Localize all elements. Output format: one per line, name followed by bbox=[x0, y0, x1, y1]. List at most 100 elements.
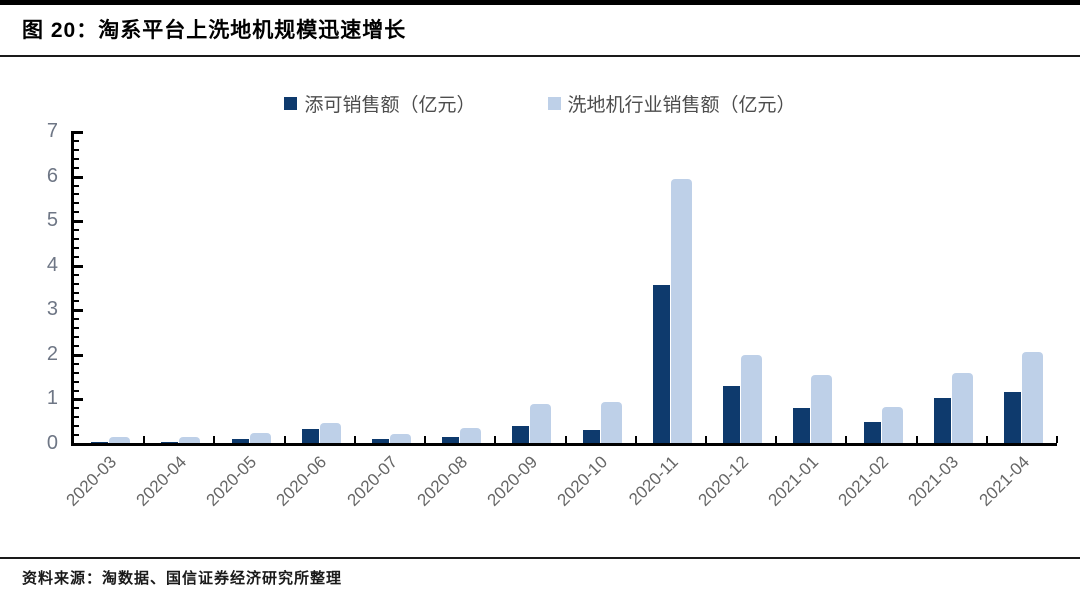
y-axis-minor-tick bbox=[74, 362, 79, 365]
x-axis-tick-label: 2020-03 bbox=[62, 452, 120, 510]
x-axis-tick bbox=[143, 436, 146, 443]
y-axis-major-tick bbox=[74, 264, 83, 268]
x-axis-tick bbox=[494, 436, 497, 443]
y-axis-minor-tick bbox=[74, 238, 79, 240]
x-axis-tick-label: 2020-07 bbox=[343, 452, 401, 510]
y-axis-minor-tick bbox=[74, 229, 79, 232]
x-axis-tick-label: 2020-08 bbox=[413, 452, 471, 510]
chart-legend: 添可销售额（亿元） 洗地机行业销售额（亿元） bbox=[0, 90, 1080, 116]
x-axis-tick bbox=[704, 436, 707, 443]
y-axis-tick-label: 3 bbox=[46, 298, 58, 321]
x-axis-tick bbox=[353, 436, 356, 443]
x-axis-tick-label: 2021-04 bbox=[975, 452, 1033, 510]
y-axis-major-tick bbox=[74, 309, 83, 313]
y-axis-minor-tick bbox=[74, 211, 79, 214]
bar-industry-sales bbox=[530, 403, 552, 443]
y-axis-minor-tick bbox=[74, 193, 79, 196]
y-axis-minor-tick bbox=[74, 255, 79, 258]
x-axis-tick-label: 2020-12 bbox=[694, 452, 752, 510]
bar-industry-sales bbox=[811, 375, 833, 443]
bar-chart-plot-area bbox=[71, 131, 1058, 446]
bar-tianke-sales bbox=[793, 408, 811, 443]
y-axis-minor-tick bbox=[74, 246, 79, 249]
bar-tianke-sales bbox=[442, 436, 460, 443]
y-axis-tick-label: 5 bbox=[46, 209, 58, 232]
bar-industry-sales bbox=[600, 402, 622, 443]
legend-item-industry: 洗地机行业销售额（亿元） bbox=[547, 90, 796, 117]
y-axis-minor-tick bbox=[74, 291, 79, 294]
y-axis-tick-label: 4 bbox=[46, 253, 58, 276]
bar-tianke-sales bbox=[582, 429, 600, 443]
y-axis-major-tick bbox=[74, 353, 83, 357]
bar-tianke-sales bbox=[161, 441, 179, 443]
x-axis-tick bbox=[775, 436, 778, 443]
y-axis-minor-tick bbox=[74, 318, 79, 321]
y-axis-minor-tick bbox=[74, 139, 79, 142]
y-axis-minor-tick bbox=[74, 371, 79, 374]
x-axis-tick-label: 2020-04 bbox=[132, 452, 191, 510]
y-axis-tick-label: 2 bbox=[46, 342, 58, 365]
x-axis-tick-label: 2020-11 bbox=[624, 452, 682, 509]
bar-industry-sales bbox=[179, 437, 201, 443]
x-axis-tick bbox=[985, 436, 988, 443]
bar-industry-sales bbox=[390, 434, 411, 443]
y-axis-minor-tick bbox=[74, 166, 79, 169]
title-divider-rule bbox=[0, 55, 1080, 57]
bar-industry-sales bbox=[1021, 351, 1043, 443]
bar-industry-sales bbox=[881, 406, 903, 443]
legend-label-industry: 洗地机行业销售额（亿元） bbox=[567, 94, 796, 116]
bar-industry-sales bbox=[249, 432, 271, 443]
x-axis-tick bbox=[424, 436, 427, 443]
industry-legend-swatch-icon bbox=[547, 96, 561, 110]
x-axis-tick-label: 2021-03 bbox=[904, 452, 963, 510]
y-axis-minor-tick bbox=[74, 389, 79, 392]
bar-tianke-sales bbox=[231, 438, 249, 443]
y-axis-minor-tick bbox=[74, 148, 79, 151]
bar-industry-sales bbox=[460, 428, 482, 443]
y-axis-minor-tick bbox=[74, 425, 79, 428]
y-axis-tick-label: 0 bbox=[46, 432, 58, 454]
bar-industry-sales bbox=[951, 372, 973, 443]
source-note: 资料来源：淘数据、国信证券经济研究所整理 bbox=[22, 570, 343, 587]
y-axis-minor-tick bbox=[74, 282, 79, 285]
x-axis-tick bbox=[915, 436, 918, 443]
bar-tianke-sales bbox=[512, 426, 530, 443]
y-axis-minor-tick bbox=[74, 407, 79, 410]
y-axis-minor-tick bbox=[74, 184, 79, 187]
x-axis-tick-label: 2020-06 bbox=[272, 452, 331, 510]
y-axis-minor-tick bbox=[74, 327, 79, 330]
x-axis-tick bbox=[1056, 436, 1058, 443]
y-axis-tick-label: 6 bbox=[46, 164, 58, 187]
y-axis-major-tick bbox=[74, 220, 83, 224]
x-axis-tick-label: 2020-09 bbox=[483, 452, 542, 510]
y-axis-minor-tick bbox=[74, 157, 79, 160]
y-axis-major-tick bbox=[74, 131, 83, 134]
tianke-legend-swatch-icon bbox=[284, 96, 298, 110]
y-axis-minor-tick bbox=[74, 336, 79, 338]
y-axis-minor-tick bbox=[74, 380, 79, 383]
y-axis-minor-tick bbox=[74, 273, 79, 276]
x-axis-tick bbox=[845, 436, 848, 443]
y-axis-tick-label: 7 bbox=[46, 120, 58, 142]
bar-industry-sales bbox=[741, 355, 762, 443]
legend-label-tianke: 添可销售额（亿元） bbox=[304, 94, 476, 116]
bar-industry-sales bbox=[109, 436, 131, 443]
bar-tianke-sales bbox=[863, 422, 881, 443]
x-axis-tick-label: 2020-05 bbox=[202, 452, 261, 510]
x-axis-tick-label: 2020-10 bbox=[553, 452, 612, 510]
bar-industry-sales bbox=[670, 179, 692, 443]
bar-tianke-sales bbox=[1003, 392, 1021, 443]
y-axis-major-tick bbox=[74, 398, 83, 402]
bar-tianke-sales bbox=[723, 385, 740, 443]
y-axis-minor-tick bbox=[74, 416, 79, 419]
bar-tianke-sales bbox=[933, 397, 951, 443]
bar-tianke-sales bbox=[652, 284, 670, 443]
y-axis-minor-tick bbox=[74, 202, 79, 205]
legend-item-tianke: 添可销售额（亿元） bbox=[284, 90, 476, 117]
bar-tianke-sales bbox=[301, 429, 319, 443]
source-divider-rule bbox=[0, 557, 1080, 559]
figure-title: 图 20：淘系平台上洗地机规模迅速增长 bbox=[22, 19, 407, 42]
y-axis-minor-tick bbox=[74, 434, 79, 437]
x-axis-tick bbox=[213, 436, 216, 443]
